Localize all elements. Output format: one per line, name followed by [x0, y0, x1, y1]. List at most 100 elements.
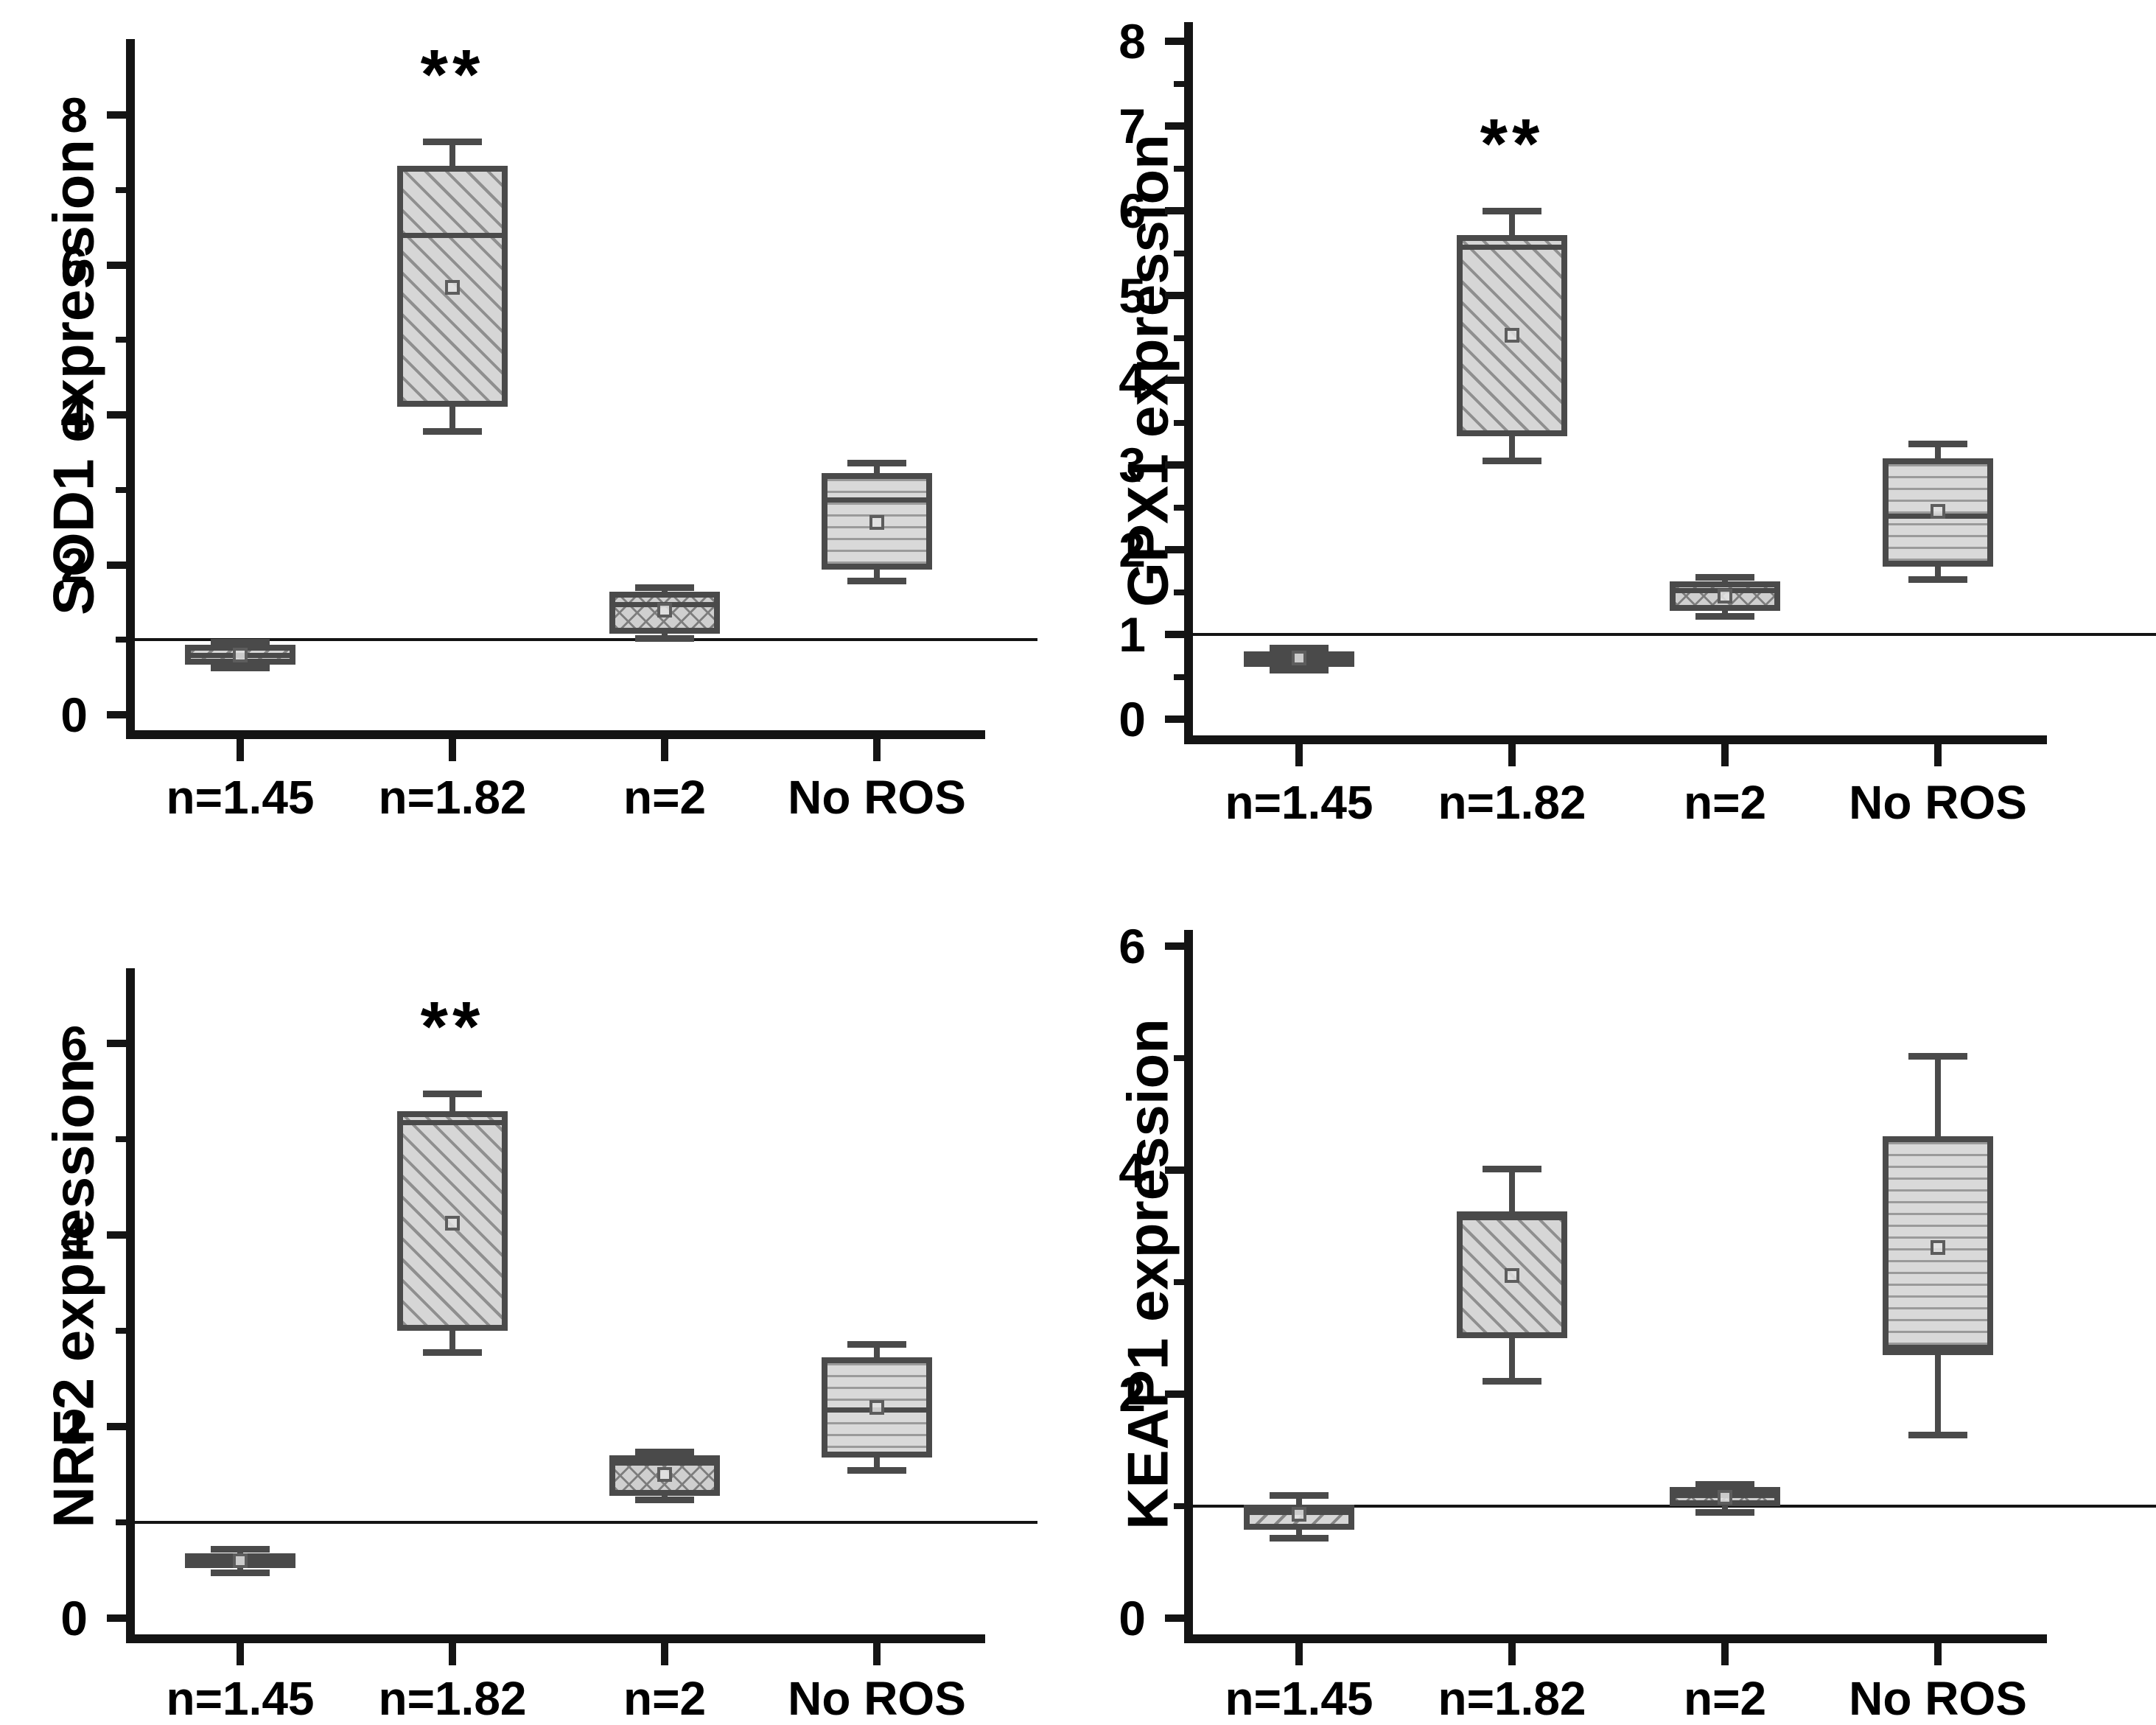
plot-area-nrf2: 0 2 4 6 n=1.45 n=1.82 n=2 No ROS ** [0, 859, 1078, 1724]
whisker-cap-lower [1270, 667, 1329, 674]
y-tick-label: 0 [60, 1591, 88, 1645]
y-major-tick [1165, 1614, 1184, 1622]
y-tick-label: 2 [1119, 1367, 1146, 1421]
y-axis-line [126, 968, 135, 1643]
significance-stars: ** [420, 35, 485, 114]
x-category-label: n=1.45 [166, 1672, 315, 1725]
mean-marker [1718, 1489, 1732, 1505]
mean-marker [1931, 504, 1945, 519]
whisker-lower [449, 406, 455, 432]
x-category-label: No ROS [1849, 1672, 2027, 1725]
y-major-tick [1165, 631, 1184, 638]
x-category-label: No ROS [1849, 776, 2027, 829]
panel-nrf2: NRF2 expression 0 2 4 6 n=1.45 n=1.82 n=2 No RO… [0, 859, 1078, 1724]
plot-area-gpx1: 0 1 2 3 4 5 6 7 8 n=1.45 n=1.82 n=2 No ROS ** [1078, 0, 2156, 858]
whisker-lower [449, 1331, 455, 1352]
y-major-tick [107, 261, 126, 269]
median-line [1457, 245, 1567, 251]
whisker-cap-upper [635, 584, 694, 592]
whisker-cap-upper [1908, 441, 1967, 448]
whisker-cap-upper [1270, 1491, 1329, 1499]
whisker-upper [874, 1344, 880, 1358]
y-major-tick [107, 1614, 126, 1622]
whisker-lower [1935, 567, 1941, 580]
y-major-tick [1165, 942, 1184, 950]
x-category-label: n=2 [1683, 776, 1767, 829]
y-minor-tick [1174, 165, 1184, 172]
y-tick-label: 0 [1119, 692, 1146, 746]
whisker-cap-upper [1270, 645, 1329, 652]
whisker-lower [1296, 1529, 1302, 1538]
whisker-cap-lower [847, 1466, 906, 1474]
median-line [397, 232, 508, 238]
x-tick [1295, 1643, 1303, 1665]
x-tick [237, 1643, 244, 1665]
significance-stars: ** [1480, 105, 1544, 183]
whisker-cap-lower [1908, 1431, 1967, 1438]
y-tick-label: 4 [60, 388, 88, 442]
mean-marker [657, 602, 672, 617]
y-major-tick [1165, 122, 1184, 130]
significance-stars: ** [420, 987, 485, 1066]
x-axis-line [126, 1634, 985, 1643]
whisker-cap-upper [1483, 208, 1541, 214]
y-major-tick [1165, 461, 1184, 469]
whisker-cap-upper [423, 1090, 482, 1097]
y-tick-label: 4 [1119, 353, 1146, 407]
x-tick [873, 739, 881, 761]
y-major-tick [107, 1040, 126, 1047]
y-major-tick [107, 1423, 126, 1430]
mean-marker [657, 1467, 672, 1482]
x-tick [1934, 744, 1942, 766]
whisker-upper [1509, 1169, 1515, 1212]
y-axis-line [1184, 22, 1193, 744]
y-major-tick [1165, 1166, 1184, 1174]
whisker-lower [874, 1457, 880, 1470]
y-minor-tick [1174, 80, 1184, 87]
whisker-upper [449, 141, 455, 167]
median-line [822, 497, 932, 503]
whisker-upper [1296, 1494, 1302, 1505]
whisker-lower [1935, 1354, 1941, 1435]
y-minor-tick [1174, 1503, 1184, 1509]
whisker-cap-upper [211, 1546, 270, 1553]
y-tick-label: 6 [60, 237, 88, 293]
x-category-label: n=1.45 [1225, 1672, 1373, 1725]
y-minor-tick [1174, 504, 1184, 511]
median-line [1883, 1345, 1993, 1351]
y-minor-tick [116, 486, 126, 493]
plot-area-sod1: 0 2 4 6 8 n=1.45 n=1.82 n=2 No ROS ** [0, 0, 1078, 858]
whisker-lower [1509, 1338, 1515, 1381]
y-major-tick [1165, 207, 1184, 214]
y-minor-tick [1174, 1279, 1184, 1285]
y-minor-tick [116, 1136, 126, 1142]
y-tick-label: 4 [1119, 1143, 1146, 1197]
y-minor-tick [116, 337, 126, 343]
mean-marker [1931, 1239, 1945, 1255]
y-tick-label: 5 [1119, 268, 1146, 323]
x-tick [1934, 1643, 1942, 1665]
whisker-lower [1509, 435, 1515, 461]
whisker-upper [1935, 444, 1941, 458]
y-minor-tick [1174, 250, 1184, 256]
box-no-ros [822, 473, 932, 570]
mean-marker [445, 280, 460, 295]
whisker-cap-lower [635, 1496, 694, 1503]
reference-line-y1 [130, 1521, 1037, 1524]
x-category-label: n=1.82 [378, 1672, 527, 1725]
y-minor-tick [116, 1328, 126, 1334]
y-major-tick [1165, 715, 1184, 723]
median-line [609, 1460, 720, 1466]
y-major-tick [1165, 38, 1184, 45]
x-category-label: n=1.82 [378, 771, 527, 824]
median-line [397, 1119, 508, 1125]
y-tick-label: 4 [60, 1208, 88, 1262]
y-tick-label: 6 [1119, 919, 1146, 973]
whisker-cap-lower [1695, 1508, 1754, 1516]
whisker-cap-upper [635, 1448, 694, 1455]
mean-marker [1505, 1267, 1519, 1283]
x-tick [237, 739, 244, 761]
panel-gpx1: GPX1 expression 0 1 2 3 4 5 6 7 8 n=1.45 n=1.82 n=2… [1078, 0, 2156, 858]
whisker-cap-upper [847, 1341, 906, 1348]
